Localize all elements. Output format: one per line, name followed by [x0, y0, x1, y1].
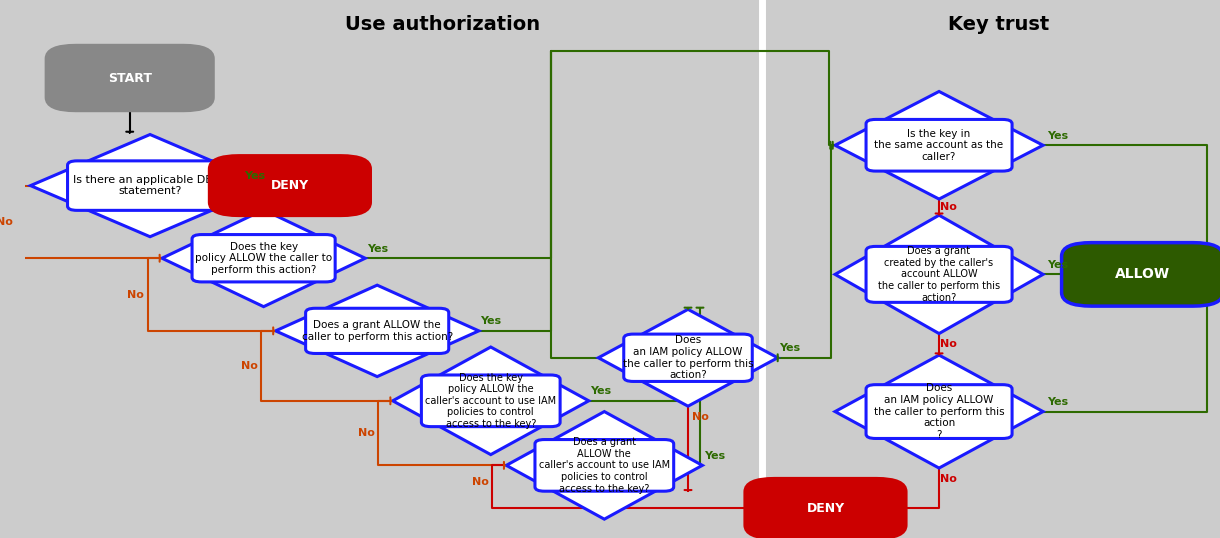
- Polygon shape: [834, 355, 1043, 468]
- Text: Does
an IAM policy ALLOW
the caller to perform this
action?: Does an IAM policy ALLOW the caller to p…: [622, 335, 753, 380]
- Text: Does
an IAM policy ALLOW
the caller to perform this
action
?: Does an IAM policy ALLOW the caller to p…: [874, 384, 1004, 440]
- FancyBboxPatch shape: [67, 161, 233, 210]
- Text: Yes: Yes: [1047, 397, 1068, 407]
- Text: Does a grant
ALLOW the
caller's account to use IAM
policies to control
access to: Does a grant ALLOW the caller's account …: [539, 437, 670, 493]
- Text: DENY: DENY: [806, 502, 844, 515]
- Text: Is there an applicable DENY
statement?: Is there an applicable DENY statement?: [73, 175, 227, 196]
- Text: Does the key
policy ALLOW the
caller's account to use IAM
policies to control
ac: Does the key policy ALLOW the caller's a…: [426, 373, 556, 429]
- Text: Does the key
policy ALLOW the caller to
perform this action?: Does the key policy ALLOW the caller to …: [195, 242, 332, 275]
- FancyBboxPatch shape: [209, 155, 371, 216]
- FancyBboxPatch shape: [866, 385, 1013, 438]
- Text: ALLOW: ALLOW: [1115, 267, 1170, 281]
- FancyBboxPatch shape: [623, 334, 753, 381]
- Polygon shape: [834, 91, 1043, 199]
- Text: Key trust: Key trust: [948, 15, 1049, 34]
- Text: Yes: Yes: [481, 316, 501, 326]
- FancyBboxPatch shape: [866, 246, 1013, 302]
- Text: No: No: [692, 412, 709, 422]
- FancyBboxPatch shape: [744, 478, 906, 538]
- FancyBboxPatch shape: [192, 235, 336, 282]
- Text: No: No: [0, 217, 12, 227]
- FancyBboxPatch shape: [866, 119, 1013, 171]
- Polygon shape: [393, 347, 589, 455]
- Text: START: START: [107, 72, 151, 84]
- FancyBboxPatch shape: [534, 440, 673, 491]
- Polygon shape: [162, 210, 365, 307]
- FancyBboxPatch shape: [1061, 243, 1220, 306]
- Text: Yes: Yes: [704, 451, 725, 461]
- Text: Yes: Yes: [244, 171, 265, 181]
- Text: No: No: [472, 477, 488, 486]
- Polygon shape: [276, 285, 478, 377]
- Polygon shape: [506, 412, 703, 519]
- Text: Yes: Yes: [590, 386, 611, 396]
- FancyBboxPatch shape: [306, 308, 449, 353]
- Text: Does a grant ALLOW the
caller to perform this action?: Does a grant ALLOW the caller to perform…: [301, 320, 453, 342]
- FancyBboxPatch shape: [46, 45, 214, 111]
- Text: Is the key in
the same account as the
caller?: Is the key in the same account as the ca…: [875, 129, 1004, 162]
- Text: No: No: [941, 474, 956, 484]
- Polygon shape: [598, 309, 777, 406]
- Text: No: No: [127, 289, 144, 300]
- Text: No: No: [240, 361, 257, 371]
- Text: Does a grant
created by the caller's
account ALLOW
the caller to perform this
ac: Does a grant created by the caller's acc…: [878, 246, 1000, 302]
- Text: No: No: [941, 339, 956, 349]
- Polygon shape: [834, 215, 1043, 334]
- FancyBboxPatch shape: [421, 375, 560, 427]
- Text: Yes: Yes: [780, 343, 800, 353]
- Text: DENY: DENY: [271, 179, 309, 192]
- Text: Yes: Yes: [1047, 131, 1068, 140]
- Text: Yes: Yes: [1047, 260, 1068, 270]
- Text: Use authorization: Use authorization: [345, 15, 540, 34]
- Polygon shape: [30, 134, 270, 237]
- Text: No: No: [357, 428, 375, 438]
- Text: No: No: [941, 202, 956, 212]
- Text: Yes: Yes: [367, 244, 388, 253]
